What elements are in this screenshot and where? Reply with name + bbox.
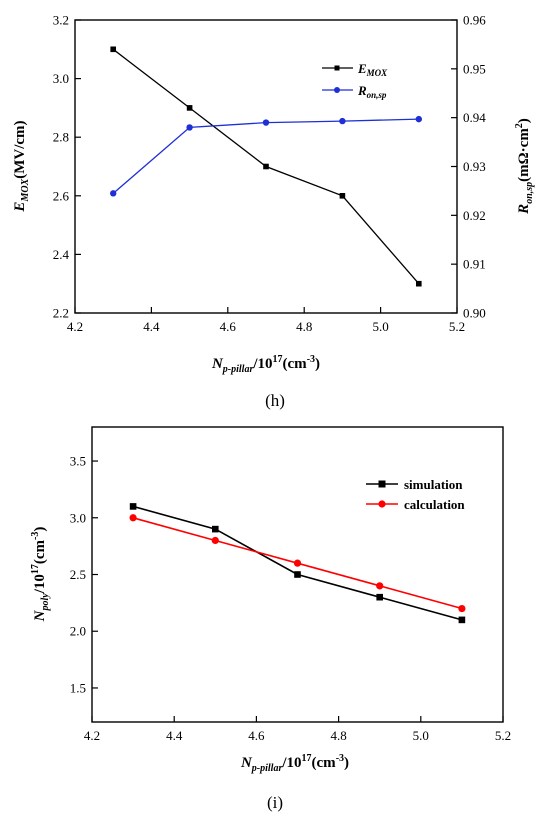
y-right-tick-label-h: 0.93	[463, 159, 486, 174]
y-left-tick-label-h: 2.8	[53, 130, 69, 145]
series-h	[110, 46, 422, 287]
y-tick-label-i: 2.0	[70, 624, 86, 639]
y-tick-labels-i: 1.5 2.0 2.5 3.0 3.5	[70, 454, 86, 696]
x-tick-label-h: 4.6	[220, 319, 237, 334]
x-axis-label-h: Np-pillar/1017(cm-3)	[211, 354, 320, 375]
x-axis-label-i: Np-pillar/1017(cm-3)	[240, 753, 349, 774]
x-tick-label-i: 4.8	[330, 728, 346, 743]
chart-i: 4.2 4.4 4.6 4.8 5.0 5.2 1.5 2.0 2.5 3.0 3.5 simul…	[30, 426, 511, 812]
data-point-h-0	[416, 280, 422, 287]
data-point-i-0	[294, 571, 301, 578]
x-tick-label-h: 5.2	[449, 319, 465, 334]
legend-label-simulation: simulation	[404, 477, 463, 492]
panel-label-i: (i)	[267, 793, 283, 812]
x-tick-label-h: 4.4	[143, 319, 160, 334]
data-point-i-1	[293, 559, 302, 567]
data-point-h-1	[110, 190, 117, 197]
data-point-i-1	[458, 604, 466, 613]
y-right-tick-label-h: 0.96	[463, 13, 486, 28]
x-tick-label-h: 4.2	[67, 319, 83, 334]
chart-h: 4.2 4.4 4.6 4.8 5.0 5.2 2.2 2.4 2.6 2.8 3.0 3.2 0.…	[12, 13, 535, 411]
x-tick-label-h: 5.0	[372, 319, 388, 334]
legend-label-ron: Ron,sp	[357, 83, 387, 100]
y-tick-label-i: 2.5	[70, 567, 86, 582]
y-left-tick-labels-h: 2.2 2.4 2.6 2.8 3.0 3.2	[53, 13, 70, 321]
legend-marker-ron	[334, 87, 340, 93]
legend-marker-emox	[334, 65, 340, 71]
y-right-tick-label-h: 0.95	[463, 61, 486, 76]
panel-label-h: (h)	[265, 391, 285, 410]
x-tick-label-i: 4.6	[248, 728, 265, 743]
legend-i: simulation calculation	[366, 477, 465, 512]
data-point-h-0	[263, 163, 269, 170]
y-left-tick-label-h: 2.4	[53, 247, 70, 262]
data-point-h-1	[339, 117, 346, 125]
y-right-tick-label-h: 0.91	[463, 257, 486, 272]
series-line-h-1	[112, 118, 419, 194]
tick-marks-h	[74, 19, 458, 314]
data-point-i-0	[458, 616, 466, 624]
data-point-i-1	[211, 536, 219, 545]
y-tick-label-i: 3.0	[70, 510, 86, 525]
legend-h: EMOX Ron,sp	[322, 61, 388, 100]
y-tick-label-i: 1.5	[70, 680, 86, 695]
y-left-tick-label-h: 3.2	[53, 13, 69, 28]
y-axis-label-i: Npoly/1017(cm-3)	[30, 527, 51, 623]
y-left-tick-label-h: 2.2	[53, 306, 69, 321]
y-right-axis-label-h: Ron,sp(mΩ·cm2)	[514, 118, 535, 215]
y-tick-label-i: 3.5	[70, 454, 86, 469]
data-point-h-0	[110, 46, 116, 53]
data-point-i-1	[376, 582, 384, 590]
tick-marks-i	[91, 460, 504, 722]
y-left-axis-label-h: EMOX(MV/cm)	[12, 120, 31, 212]
y-right-tick-label-h: 0.90	[463, 306, 486, 321]
data-point-i-0	[129, 503, 137, 510]
legend-marker-calculation	[378, 500, 386, 508]
data-point-i-1	[129, 514, 137, 522]
x-tick-label-i: 5.2	[495, 728, 511, 743]
x-tick-label-i: 4.2	[84, 728, 100, 743]
legend-label-emox: EMOX	[357, 61, 388, 78]
data-point-h-0	[339, 193, 346, 199]
y-right-tick-labels-h: 0.90 0.91 0.92 0.93 0.94 0.95 0.96	[463, 13, 486, 321]
data-point-h-1	[415, 115, 422, 123]
x-tick-label-i: 5.0	[413, 728, 429, 743]
x-tick-labels-i: 4.2 4.4 4.6 4.8 5.0 5.2	[84, 728, 511, 743]
legend-marker-simulation	[378, 480, 386, 488]
y-right-tick-label-h: 0.92	[463, 208, 486, 223]
data-point-h-0	[186, 105, 193, 111]
y-left-tick-label-h: 2.6	[53, 188, 70, 203]
data-point-h-1	[186, 124, 193, 131]
data-point-i-0	[212, 525, 219, 533]
x-tick-label-i: 4.4	[166, 728, 183, 743]
legend-label-calculation: calculation	[404, 497, 465, 512]
data-point-h-1	[262, 119, 270, 126]
x-tick-label-h: 4.8	[296, 319, 312, 334]
data-point-i-0	[376, 593, 383, 601]
y-right-tick-label-h: 0.94	[463, 110, 486, 125]
y-left-tick-label-h: 3.0	[53, 71, 69, 86]
x-tick-labels-h: 4.2 4.4 4.6 4.8 5.0 5.2	[67, 319, 465, 334]
series-i	[129, 503, 466, 624]
